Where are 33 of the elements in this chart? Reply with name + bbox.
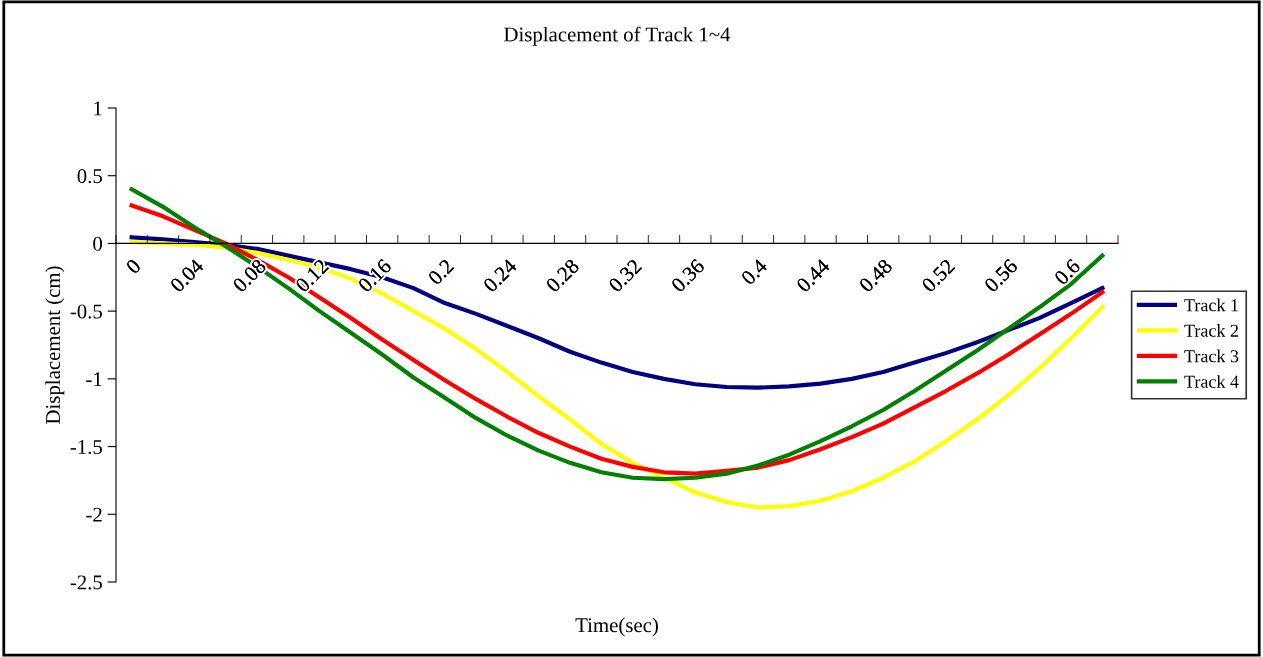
x-tick-label: 0.28 [545,258,580,293]
y-tick-label: 1 [94,101,102,116]
x-tick-label: 0.32 [607,258,643,293]
x-tick-label: 0.56 [983,258,1019,293]
y-tick-label: -1 [86,372,102,387]
y-tick-label: -1.5 [70,440,102,455]
x-tick-label: 0.4 [740,257,769,286]
x-tick-label: 0.48 [858,258,894,293]
x-tick-label: 0.2 [427,258,455,286]
legend-label: Track 4 [1184,375,1239,388]
x-tick-label: 0.24 [482,257,518,293]
legend-label: Track 1 [1184,298,1238,312]
x-tick-label: 0.44 [795,257,831,293]
x-tick-label: 0.6 [1053,258,1082,286]
y-tick-label: -2 [86,507,102,522]
y-tick-label: 0.5 [77,169,102,184]
x-tick-label: 0.52 [920,258,956,293]
x-tick-label: 0.12 [294,258,330,293]
legend-label: Track 2 [1184,324,1238,337]
x-tick-label: 0.08 [232,258,267,293]
y-tick-label: -0.5 [70,304,102,319]
y-tick-label: -2.5 [70,575,102,590]
chart-title: Displacement of Track 1~4 [504,26,731,46]
y-axis-title: Displacement (cm) [45,266,65,424]
x-tick-label: 0 [125,258,142,275]
x-axis-title: Time(sec) [575,617,658,637]
line-series [129,235,1105,390]
x-tick-label: 0.16 [357,258,393,293]
y-tick-label: 0 [93,236,103,251]
x-tick-label: 0.36 [670,258,706,293]
x-tick-label: 0.04 [169,257,205,293]
line-series [129,239,1105,510]
legend-label: Track 3 [1184,349,1239,363]
